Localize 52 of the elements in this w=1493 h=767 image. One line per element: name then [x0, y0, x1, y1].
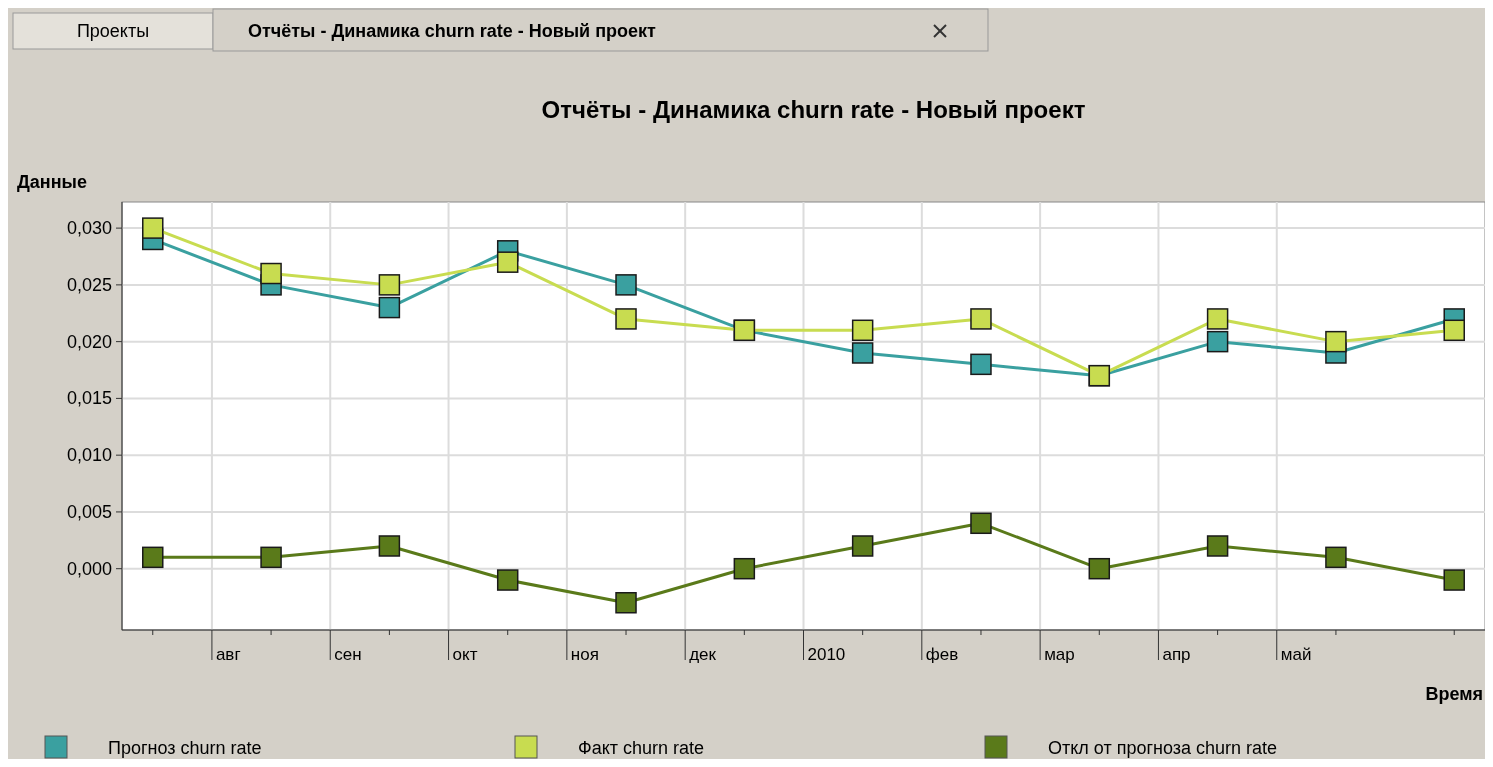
legend-label: Прогноз churn rate — [108, 738, 262, 758]
point — [1206, 330, 1229, 353]
point — [260, 262, 282, 285]
point — [378, 296, 401, 319]
legend-label: Откл от прогноза churn rate — [1048, 738, 1278, 758]
point — [851, 319, 874, 342]
point — [970, 353, 992, 376]
point — [851, 342, 874, 364]
point — [1325, 330, 1347, 353]
point — [733, 557, 756, 580]
point — [1443, 319, 1465, 342]
text: фев — [925, 645, 959, 664]
text: 2010 — [807, 645, 846, 664]
point — [1088, 557, 1111, 580]
point — [1206, 308, 1229, 330]
y-tick-label: 0,000 — [66, 558, 112, 579]
text: апр — [1162, 645, 1191, 664]
y-tick-label: 0,010 — [66, 445, 112, 466]
point — [260, 546, 282, 569]
chart-title: Отчёты - Динамика churn rate - Новый проект — [541, 96, 1086, 123]
point — [1206, 535, 1229, 557]
legend-label: Факт churn rate — [578, 738, 705, 758]
x-axis-title: Время — [1425, 684, 1483, 704]
text: Проекты — [76, 21, 150, 41]
point — [851, 535, 874, 557]
text: май — [1280, 645, 1312, 664]
y-tick-label: 0,015 — [66, 388, 112, 409]
y-axis-title: Данные — [17, 172, 87, 192]
point — [615, 274, 637, 296]
y-tick-label: 0,005 — [66, 501, 112, 522]
point — [378, 274, 401, 296]
text: дек — [689, 645, 717, 664]
text: Отчёты - Динамика churn rate - Новый проект — [248, 21, 657, 41]
text: ноя — [570, 645, 599, 664]
point — [1443, 569, 1465, 591]
text: авг — [215, 645, 241, 664]
text: сен — [334, 645, 362, 664]
text: окт — [452, 645, 478, 664]
y-tick-label: 0,020 — [66, 331, 112, 352]
point — [142, 546, 164, 569]
point — [970, 308, 992, 330]
text: мар — [1044, 645, 1075, 664]
point — [615, 308, 637, 330]
point — [615, 592, 637, 614]
point — [496, 569, 519, 591]
point — [496, 251, 519, 273]
point — [142, 217, 164, 239]
point — [970, 512, 992, 535]
point — [1325, 546, 1347, 569]
y-tick-label: 0,025 — [66, 274, 112, 295]
point — [378, 535, 401, 557]
y-tick-label: 0,030 — [66, 218, 112, 239]
